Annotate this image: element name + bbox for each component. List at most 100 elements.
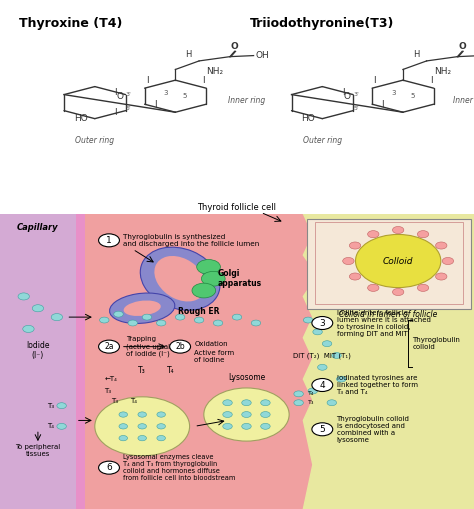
Text: 5': 5' xyxy=(126,105,131,110)
Circle shape xyxy=(368,231,379,238)
Circle shape xyxy=(261,400,270,406)
Text: 2b: 2b xyxy=(175,342,185,351)
Circle shape xyxy=(157,423,165,429)
Text: Lysosome: Lysosome xyxy=(228,373,265,382)
Circle shape xyxy=(312,317,333,329)
Bar xyxy=(322,214,474,509)
Text: Lysosomal enzymes cleave
T₄ and T₃ from thyroglobulin
colloid and hormones diffu: Lysosomal enzymes cleave T₄ and T₃ from … xyxy=(123,454,236,481)
Text: 4: 4 xyxy=(319,381,325,389)
Text: T₃: T₃ xyxy=(111,398,118,404)
Circle shape xyxy=(18,293,29,300)
Text: 3': 3' xyxy=(126,92,131,97)
Text: 3': 3' xyxy=(353,92,359,97)
Circle shape xyxy=(242,412,251,417)
Text: Active form
of iodine: Active form of iodine xyxy=(194,350,235,362)
Circle shape xyxy=(223,423,232,429)
Text: Outer ring: Outer ring xyxy=(75,136,114,145)
Circle shape xyxy=(95,397,190,456)
Circle shape xyxy=(261,423,270,429)
Circle shape xyxy=(417,231,428,238)
Text: NH₂: NH₂ xyxy=(206,67,223,76)
Text: T₄: T₄ xyxy=(130,398,137,404)
Circle shape xyxy=(213,320,223,326)
Text: T₄: T₄ xyxy=(47,423,55,429)
Ellipse shape xyxy=(356,235,441,288)
Circle shape xyxy=(303,317,313,323)
Circle shape xyxy=(223,412,232,417)
Text: O: O xyxy=(344,92,351,101)
Text: H: H xyxy=(413,50,419,59)
Ellipse shape xyxy=(155,256,206,301)
Circle shape xyxy=(232,314,242,320)
Circle shape xyxy=(242,400,251,406)
Bar xyxy=(85,214,322,509)
Text: Thyroglobulin colloid
is endocytosed and
combined with a
lysosome: Thyroglobulin colloid is endocytosed and… xyxy=(337,416,410,443)
Circle shape xyxy=(99,461,119,474)
Text: 1: 1 xyxy=(106,236,112,245)
Text: O: O xyxy=(116,92,123,101)
Text: NH₂: NH₂ xyxy=(434,67,451,76)
Text: ←T₄: ←T₄ xyxy=(104,376,117,382)
Circle shape xyxy=(349,273,361,280)
Text: Triiodothyronine(T3): Triiodothyronine(T3) xyxy=(250,17,394,30)
Circle shape xyxy=(100,317,109,323)
Text: Oxidation: Oxidation xyxy=(194,341,228,347)
Text: DIT (T₂)  MIT (T₁): DIT (T₂) MIT (T₁) xyxy=(293,352,351,359)
Text: 6: 6 xyxy=(106,463,112,472)
Circle shape xyxy=(332,353,341,358)
Text: Thyroxine (T4): Thyroxine (T4) xyxy=(19,17,123,30)
Circle shape xyxy=(32,305,44,312)
Text: HO: HO xyxy=(74,114,88,123)
Ellipse shape xyxy=(124,300,161,316)
Text: Colloid in lumen of follicle: Colloid in lumen of follicle xyxy=(339,309,438,319)
Text: 3: 3 xyxy=(164,90,168,96)
Text: I: I xyxy=(146,76,148,85)
Text: Colloid: Colloid xyxy=(383,257,413,266)
Ellipse shape xyxy=(109,293,175,324)
Circle shape xyxy=(242,423,251,429)
Circle shape xyxy=(392,227,404,234)
Text: Capillary: Capillary xyxy=(17,222,59,232)
Text: 5: 5 xyxy=(410,93,415,99)
Circle shape xyxy=(312,423,333,436)
Polygon shape xyxy=(303,214,474,509)
Circle shape xyxy=(368,285,379,292)
Text: H: H xyxy=(186,50,192,59)
Text: O: O xyxy=(458,42,466,51)
Circle shape xyxy=(99,234,119,247)
Circle shape xyxy=(261,412,270,417)
Circle shape xyxy=(57,423,66,429)
Circle shape xyxy=(312,379,333,391)
Circle shape xyxy=(138,412,146,417)
Text: 3: 3 xyxy=(391,90,396,96)
Text: 3: 3 xyxy=(319,319,325,327)
Circle shape xyxy=(337,376,346,382)
Circle shape xyxy=(175,314,185,320)
Circle shape xyxy=(318,364,327,370)
Circle shape xyxy=(343,258,354,265)
Circle shape xyxy=(119,423,128,429)
Text: Trapping
(active uptake)
of iodide (I⁻): Trapping (active uptake) of iodide (I⁻) xyxy=(126,336,179,357)
Text: OH: OH xyxy=(256,51,270,60)
Text: I: I xyxy=(114,88,117,97)
Circle shape xyxy=(392,289,404,296)
Text: Outer ring: Outer ring xyxy=(303,136,342,145)
Circle shape xyxy=(313,329,322,335)
Circle shape xyxy=(156,320,166,326)
Text: I: I xyxy=(430,76,433,85)
Ellipse shape xyxy=(140,247,220,310)
Circle shape xyxy=(294,391,303,397)
Circle shape xyxy=(322,341,332,347)
Circle shape xyxy=(114,311,123,317)
Text: Inner ring: Inner ring xyxy=(453,96,474,105)
Circle shape xyxy=(128,320,137,326)
Text: T₄: T₄ xyxy=(308,391,314,397)
Circle shape xyxy=(157,412,165,417)
Circle shape xyxy=(327,400,337,406)
Circle shape xyxy=(442,258,454,265)
Text: T₃: T₃ xyxy=(138,366,146,375)
Circle shape xyxy=(99,340,119,353)
Circle shape xyxy=(119,412,128,417)
Circle shape xyxy=(194,317,204,323)
Circle shape xyxy=(197,260,220,274)
